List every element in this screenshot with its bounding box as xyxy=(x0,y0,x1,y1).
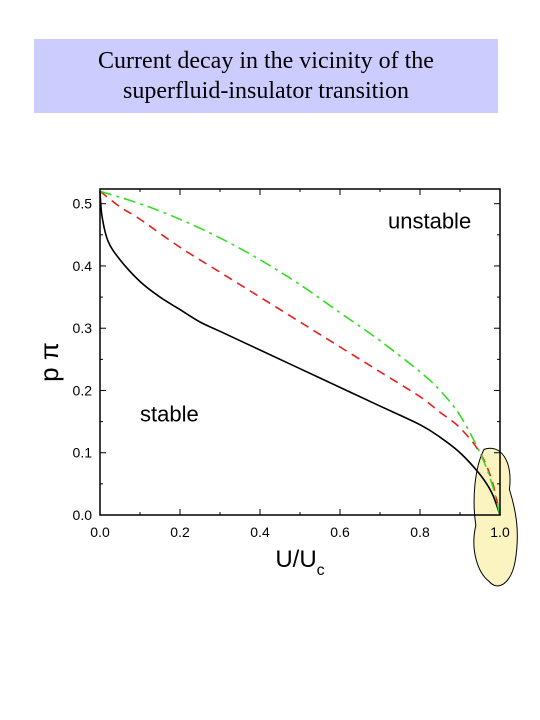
x-tick-label: 0.6 xyxy=(330,524,350,540)
title-box: Current decay in the vicinity of the sup… xyxy=(34,39,498,113)
annotation-stable: stable xyxy=(140,402,199,427)
series-line-solid xyxy=(99,191,501,516)
label-layer: U/Uc p π unstable stable xyxy=(34,209,471,579)
title-line-2: superfluid-insulator transition xyxy=(123,78,409,104)
highlight-layer xyxy=(473,447,518,587)
x-axis-label: U/Uc xyxy=(275,546,324,579)
y-tick-label: 0.0 xyxy=(73,507,93,523)
y-tick-label: 0.3 xyxy=(73,320,93,336)
y-tick-label: 0.1 xyxy=(73,445,93,461)
y-axis-label: p π xyxy=(34,342,64,382)
series-layer xyxy=(99,190,501,516)
x-tick-label: 0.4 xyxy=(250,524,270,540)
highlight-blob xyxy=(473,447,518,587)
x-tick-label: 0.2 xyxy=(170,524,190,540)
x-tick-label: 1.0 xyxy=(490,524,510,540)
y-tick-label: 0.2 xyxy=(73,382,93,398)
x-tick-label: 0.0 xyxy=(90,524,110,540)
x-tick-label: 0.8 xyxy=(410,524,430,540)
series-line-dashed xyxy=(99,190,501,516)
y-tick-label: 0.5 xyxy=(73,196,93,212)
x-axis-label-subscript: c xyxy=(317,562,325,579)
plot-frame xyxy=(99,188,501,516)
y-tick-label: 0.4 xyxy=(73,258,93,274)
annotation-unstable: unstable xyxy=(388,209,471,234)
title-line-1: Current decay in the vicinity of the xyxy=(98,48,434,74)
series-line-dashdot xyxy=(99,190,501,516)
tick-layer: 0.0 0.2 0.4 0.6 0.8 1.0 0.0 0.1 0.2 0.3 0.4 0.5 xyxy=(73,189,510,540)
